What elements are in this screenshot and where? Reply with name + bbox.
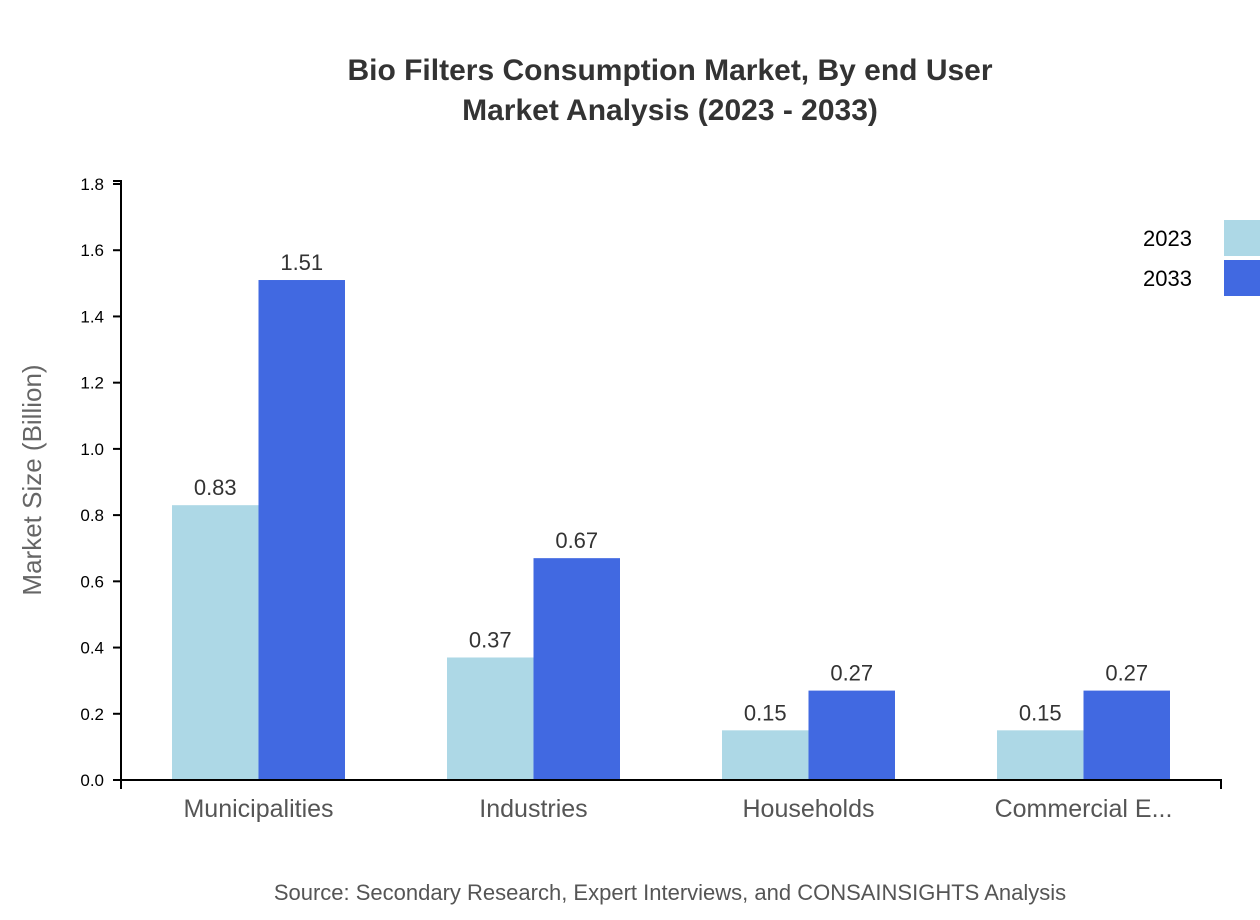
y-tick-label: 0.8 [80,506,104,525]
data-label: 1.51 [280,250,323,275]
x-tick-label: Industries [479,795,587,823]
bar-2023-1 [447,657,534,780]
x-tick-label: Households [742,795,874,823]
legend: 2023 2033 [1143,220,1260,296]
legend-label: 2023 [1143,226,1192,251]
x-axis-line [120,779,1222,789]
bar-2033-3 [1083,690,1170,780]
y-tick-label: 1.0 [80,440,104,459]
y-axis-label: Market Size (Billion) [17,364,47,595]
data-label: 0.83 [194,475,237,500]
legend-label: 2033 [1143,266,1192,291]
data-label: 0.15 [1019,700,1062,725]
y-tick-label: 0.4 [80,639,104,658]
data-label: 0.27 [1105,661,1148,686]
legend-swatch-2023 [1224,220,1260,256]
bar-2023-0 [172,505,259,780]
y-tick-label: 0.0 [80,771,104,790]
x-tick-label: Municipalities [183,795,333,823]
y-axis-line [113,180,122,781]
source-note: Source: Secondary Research, Expert Inter… [274,880,1066,905]
y-tick-label: 1.2 [80,374,104,393]
chart-title: Bio Filters Consumption Market, By end U… [347,54,992,87]
bar-2023-2 [722,730,809,780]
y-tick-label: 1.4 [80,307,104,326]
bar-2033-2 [808,690,895,780]
data-label: 0.67 [555,528,598,553]
y-tick-label: 0.6 [80,572,104,591]
data-label: 0.37 [469,627,512,652]
y-tick-label: 1.6 [80,241,104,260]
x-tick-label: Commercial E... [995,795,1173,823]
y-tick-label: 1.8 [80,175,104,194]
data-label: 0.27 [830,661,873,686]
y-tick-label: 0.2 [80,705,104,724]
bar-2023-3 [997,730,1084,780]
chart-subtitle: Market Analysis (2023 - 2033) [462,94,878,127]
legend-swatch-2033 [1224,260,1260,296]
bar-2033-0 [258,280,345,780]
data-label: 0.15 [744,700,787,725]
bar-2033-1 [533,558,620,780]
